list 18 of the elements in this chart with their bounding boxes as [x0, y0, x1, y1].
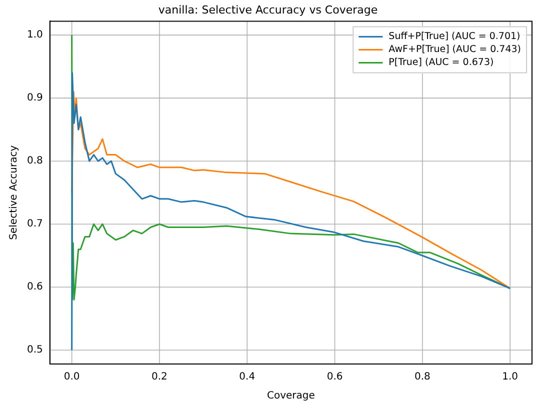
legend-label: Suff+P[True] (AUC = 0.701) [388, 31, 520, 42]
chart-title: vanilla: Selective Accuracy vs Coverage [158, 3, 378, 16]
x-axis-title: Coverage [266, 390, 315, 402]
y-tick-label: 0.6 [26, 282, 43, 293]
x-tick-label: 0.4 [239, 372, 256, 383]
y-tick-label: 0.8 [26, 156, 43, 167]
x-tick-label: 0.8 [414, 372, 430, 383]
x-tick-label: 1.0 [502, 372, 518, 383]
x-tick-label: 0.6 [326, 372, 343, 383]
y-axis-title: Selective Accuracy [8, 145, 20, 240]
y-tick-label: 1.0 [26, 30, 43, 41]
y-tick-label: 0.9 [26, 92, 43, 104]
y-tick-label: 0.7 [26, 218, 43, 230]
x-tick-label: 0.2 [152, 372, 168, 383]
x-tick-label: 0.0 [64, 372, 80, 383]
y-tick-label: 0.5 [26, 344, 43, 356]
legend-label: P[True] (AUC = 0.673) [388, 57, 494, 68]
legend-label: AwF+P[True] (AUC = 0.743) [388, 44, 521, 56]
